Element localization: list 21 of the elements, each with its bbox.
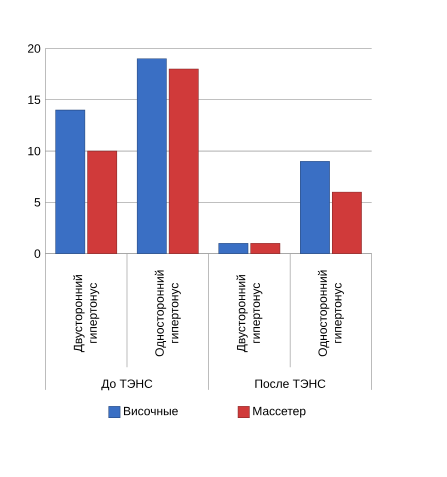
x-tick-label: Двусторонний гипертонус: [73, 275, 100, 352]
bar: [250, 243, 280, 254]
bar: [168, 68, 199, 254]
bar: [332, 192, 362, 254]
bar: [55, 110, 86, 254]
y-tick-label: 20: [28, 44, 40, 53]
text: До ТЭНС: [101, 379, 152, 390]
x-tick-label: Двусторонний гипертонус: [236, 275, 262, 352]
x-tick-label: Односторонний гипертонус: [318, 270, 344, 356]
y-tick-label: 10: [28, 146, 40, 156]
bar: [87, 150, 118, 254]
text: После ТЭНС: [256, 379, 326, 388]
x-tick-label: Односторонний гипертонус: [154, 270, 181, 356]
bar: [218, 243, 248, 254]
y-tick-label: 15: [28, 96, 40, 104]
bar: [137, 58, 167, 254]
bar: [300, 161, 330, 254]
y-tick-label: 5: [34, 198, 40, 207]
y-tick-label: 0: [34, 249, 40, 258]
legend-label: Массетер: [253, 406, 306, 418]
legend-label: Височные: [124, 406, 178, 416]
